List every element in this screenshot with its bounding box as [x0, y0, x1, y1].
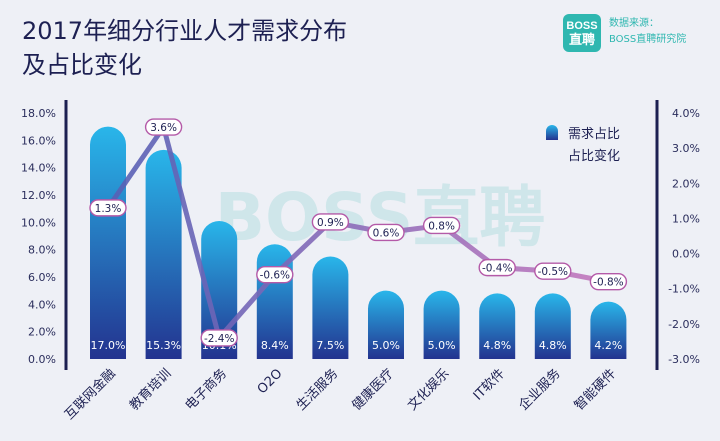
- bar: [90, 126, 126, 359]
- bar-value-label: 4.8%: [483, 339, 511, 352]
- change-point: [144, 118, 183, 136]
- chart-title: 2017年细分行业人才需求分布 及占比变化: [22, 17, 348, 79]
- data-source-value: BOSS直聘研究院: [609, 34, 687, 45]
- watermark: BOSS直聘: [215, 179, 546, 256]
- change-value-label: -2.4%: [204, 333, 234, 345]
- change-point: [311, 213, 350, 231]
- right-tick-label: -3.0%: [668, 353, 700, 366]
- right-tick-label: 1.0%: [672, 212, 700, 225]
- left-tick-label: 18.0%: [21, 107, 56, 120]
- left-tick-label: 10.0%: [21, 216, 56, 229]
- category-label: IT软件: [471, 366, 508, 403]
- change-value-label: -0.5%: [538, 266, 568, 278]
- brand-logo: BOSS 直聘: [563, 14, 601, 52]
- left-tick-label: 0.0%: [28, 353, 56, 366]
- change-value-label: 0.6%: [373, 227, 400, 239]
- change-value-label: 0.9%: [317, 217, 344, 229]
- right-tick-label: 3.0%: [672, 142, 700, 155]
- right-tick-label: -2.0%: [668, 318, 700, 331]
- bar-value-label: 4.8%: [539, 339, 567, 352]
- bar-value-label: 5.0%: [372, 339, 400, 352]
- category-label: 健康医疗: [349, 366, 397, 414]
- change-value-label: -0.8%: [593, 277, 623, 289]
- left-tick-label: 14.0%: [21, 162, 56, 175]
- left-tick-label: 6.0%: [28, 271, 56, 284]
- change-value-label: 1.3%: [95, 203, 122, 215]
- change-point: [534, 262, 572, 280]
- left-tick-label: 12.0%: [21, 189, 56, 202]
- change-line: [105, 124, 611, 341]
- bar: [368, 290, 404, 359]
- bar: [590, 301, 627, 359]
- change-value-label: 0.8%: [428, 220, 455, 232]
- legend-bar-label: 需求占比: [568, 127, 620, 142]
- category-label: 企业服务: [516, 366, 564, 414]
- change-point: [89, 199, 127, 217]
- change-value-label: -0.6%: [260, 270, 290, 282]
- bar: [145, 149, 182, 359]
- category-label: 电子商务: [182, 366, 230, 414]
- bar: [479, 293, 516, 359]
- left-tick-label: 16.0%: [21, 134, 56, 147]
- bar-value-label: 7.5%: [316, 339, 344, 352]
- change-point: [589, 272, 628, 291]
- bar-value-label: 15.3%: [146, 339, 181, 352]
- data-source: 数据来源： BOSS直聘研究院: [609, 16, 686, 48]
- right-tick-label: 2.0%: [672, 177, 700, 190]
- left-tick-label: 2.0%: [28, 326, 56, 339]
- legend-line-label: 占比变化: [568, 148, 620, 164]
- category-label: 教育培训: [126, 366, 174, 414]
- bar-value-label: 5.0%: [428, 339, 456, 352]
- change-point: [200, 329, 238, 347]
- right-tick-label: -1.0%: [668, 283, 700, 296]
- change-point: [422, 216, 461, 235]
- bar: [423, 290, 460, 359]
- change-point: [478, 258, 516, 277]
- bar: [534, 293, 571, 359]
- change-point: [367, 223, 405, 242]
- left-tick-label: 8.0%: [28, 244, 56, 257]
- category-label: O2O: [255, 366, 286, 397]
- right-tick-label: 4.0%: [672, 107, 700, 120]
- bar-value-label: 8.4%: [261, 339, 289, 352]
- data-source-label: 数据来源：: [609, 18, 659, 29]
- category-label: 智能硬件: [572, 366, 619, 413]
- bar-value-label: 4.2%: [594, 339, 622, 352]
- change-value-label: 3.6%: [150, 122, 177, 134]
- category-label: 文化娱乐: [405, 366, 452, 413]
- brand-logo-line1: BOSS: [566, 19, 598, 32]
- legend-bar-swatch: [546, 125, 558, 140]
- category-label: 生活服务: [293, 366, 341, 414]
- bar: [312, 256, 349, 359]
- brand-logo-line2: 直聘: [568, 31, 595, 47]
- change-value-label: -0.4%: [482, 263, 512, 275]
- change-point: [256, 265, 294, 284]
- left-tick-label: 4.0%: [28, 298, 56, 311]
- right-tick-label: 0.0%: [672, 248, 700, 261]
- bar-value-label: 17.0%: [91, 339, 126, 352]
- category-label: 互联网金融: [62, 366, 119, 423]
